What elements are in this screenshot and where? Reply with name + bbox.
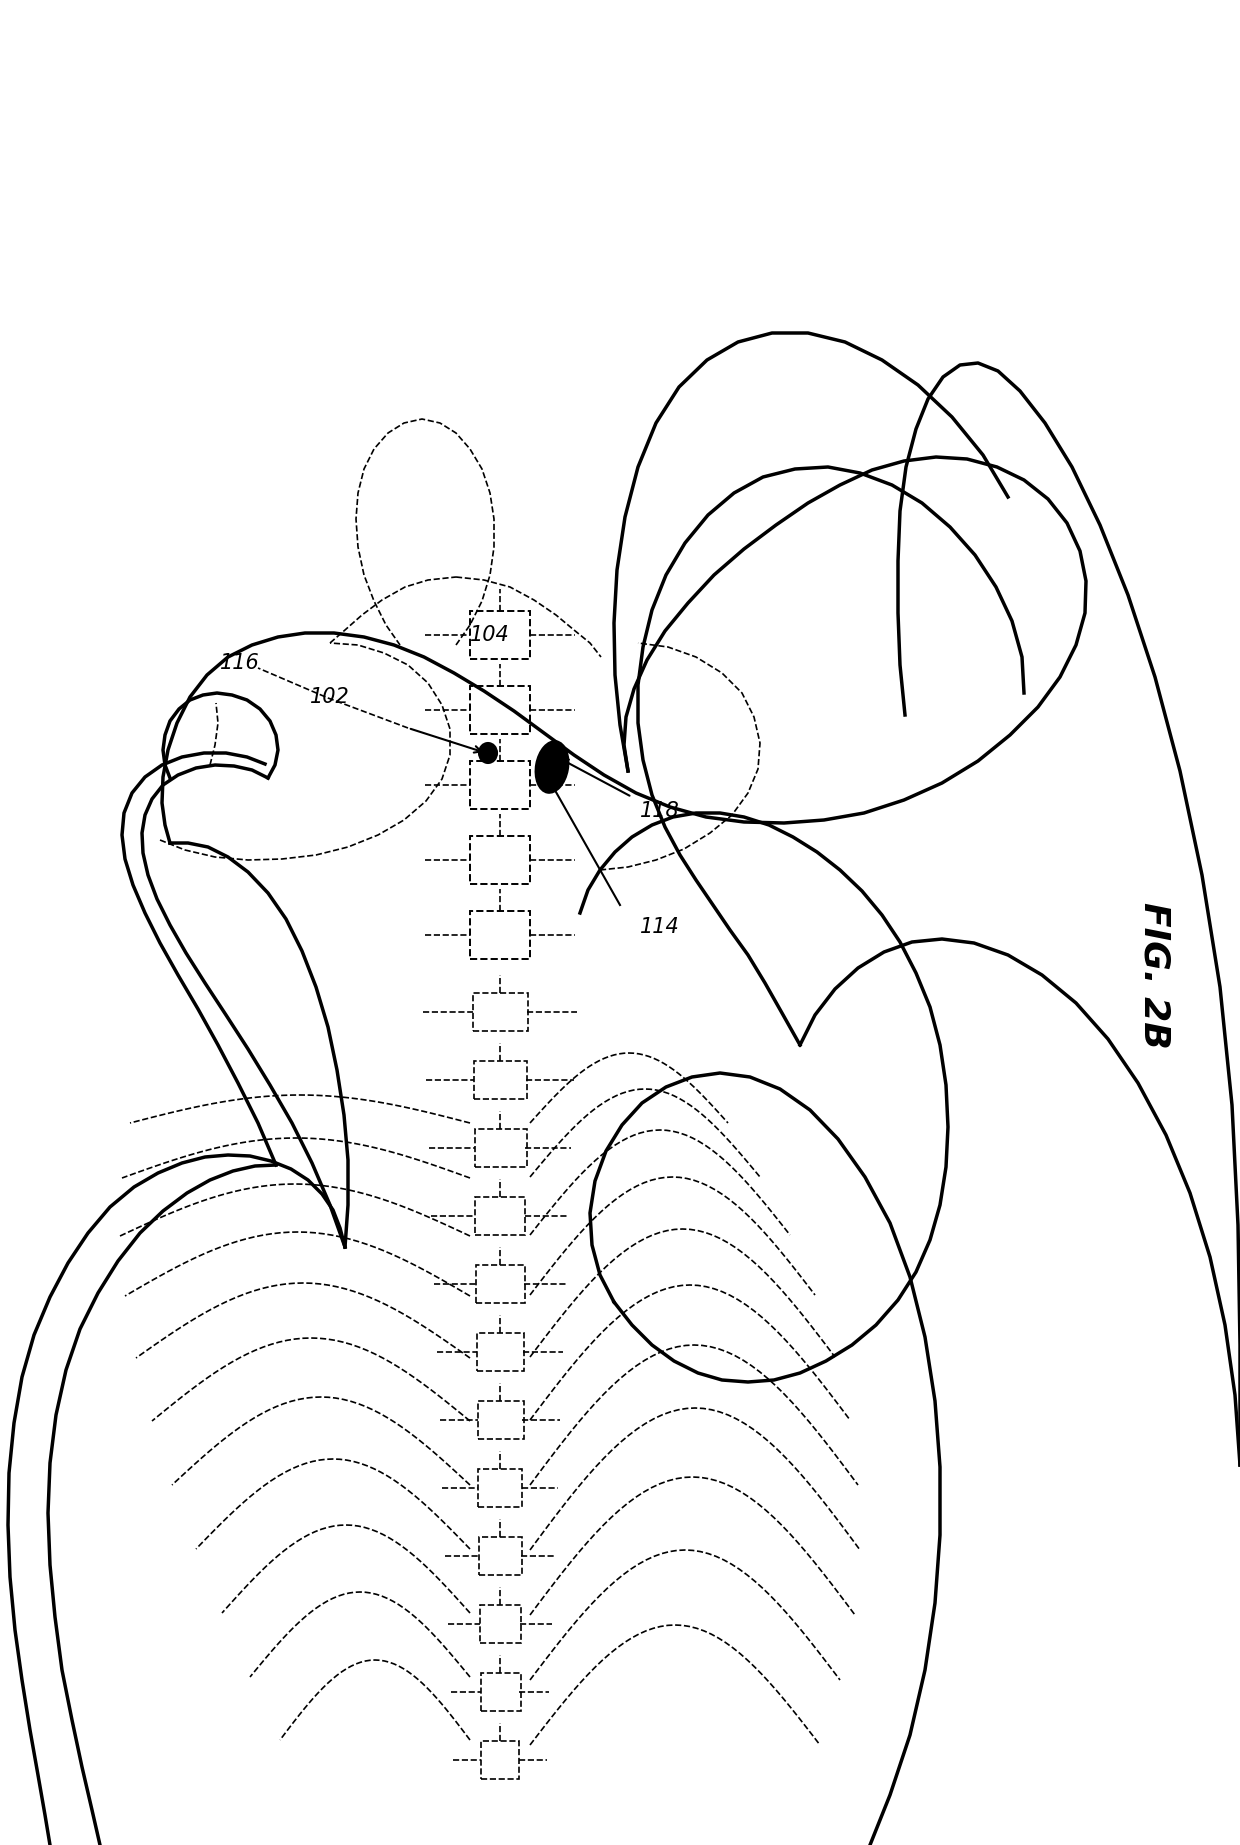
- Text: 114: 114: [640, 917, 680, 937]
- Bar: [470, 760, 529, 808]
- Bar: [475, 1197, 525, 1234]
- Bar: [479, 1537, 522, 1576]
- Bar: [472, 993, 527, 1031]
- Text: 102: 102: [310, 686, 350, 707]
- Ellipse shape: [536, 742, 568, 793]
- Bar: [477, 1332, 525, 1371]
- Ellipse shape: [479, 744, 497, 764]
- Bar: [481, 1673, 521, 1710]
- Text: 104: 104: [470, 625, 510, 646]
- Bar: [475, 1129, 527, 1168]
- Bar: [476, 1266, 525, 1303]
- Text: FIG. 2B: FIG. 2B: [1138, 902, 1172, 1048]
- Text: 118: 118: [640, 801, 680, 821]
- Bar: [477, 1469, 522, 1507]
- Bar: [470, 686, 529, 734]
- Bar: [470, 911, 529, 959]
- Bar: [480, 1605, 521, 1644]
- Bar: [477, 1400, 523, 1439]
- Bar: [481, 1742, 520, 1779]
- Bar: [474, 1061, 527, 1100]
- Text: 116: 116: [221, 653, 260, 673]
- Bar: [470, 611, 529, 659]
- Bar: [470, 836, 529, 884]
